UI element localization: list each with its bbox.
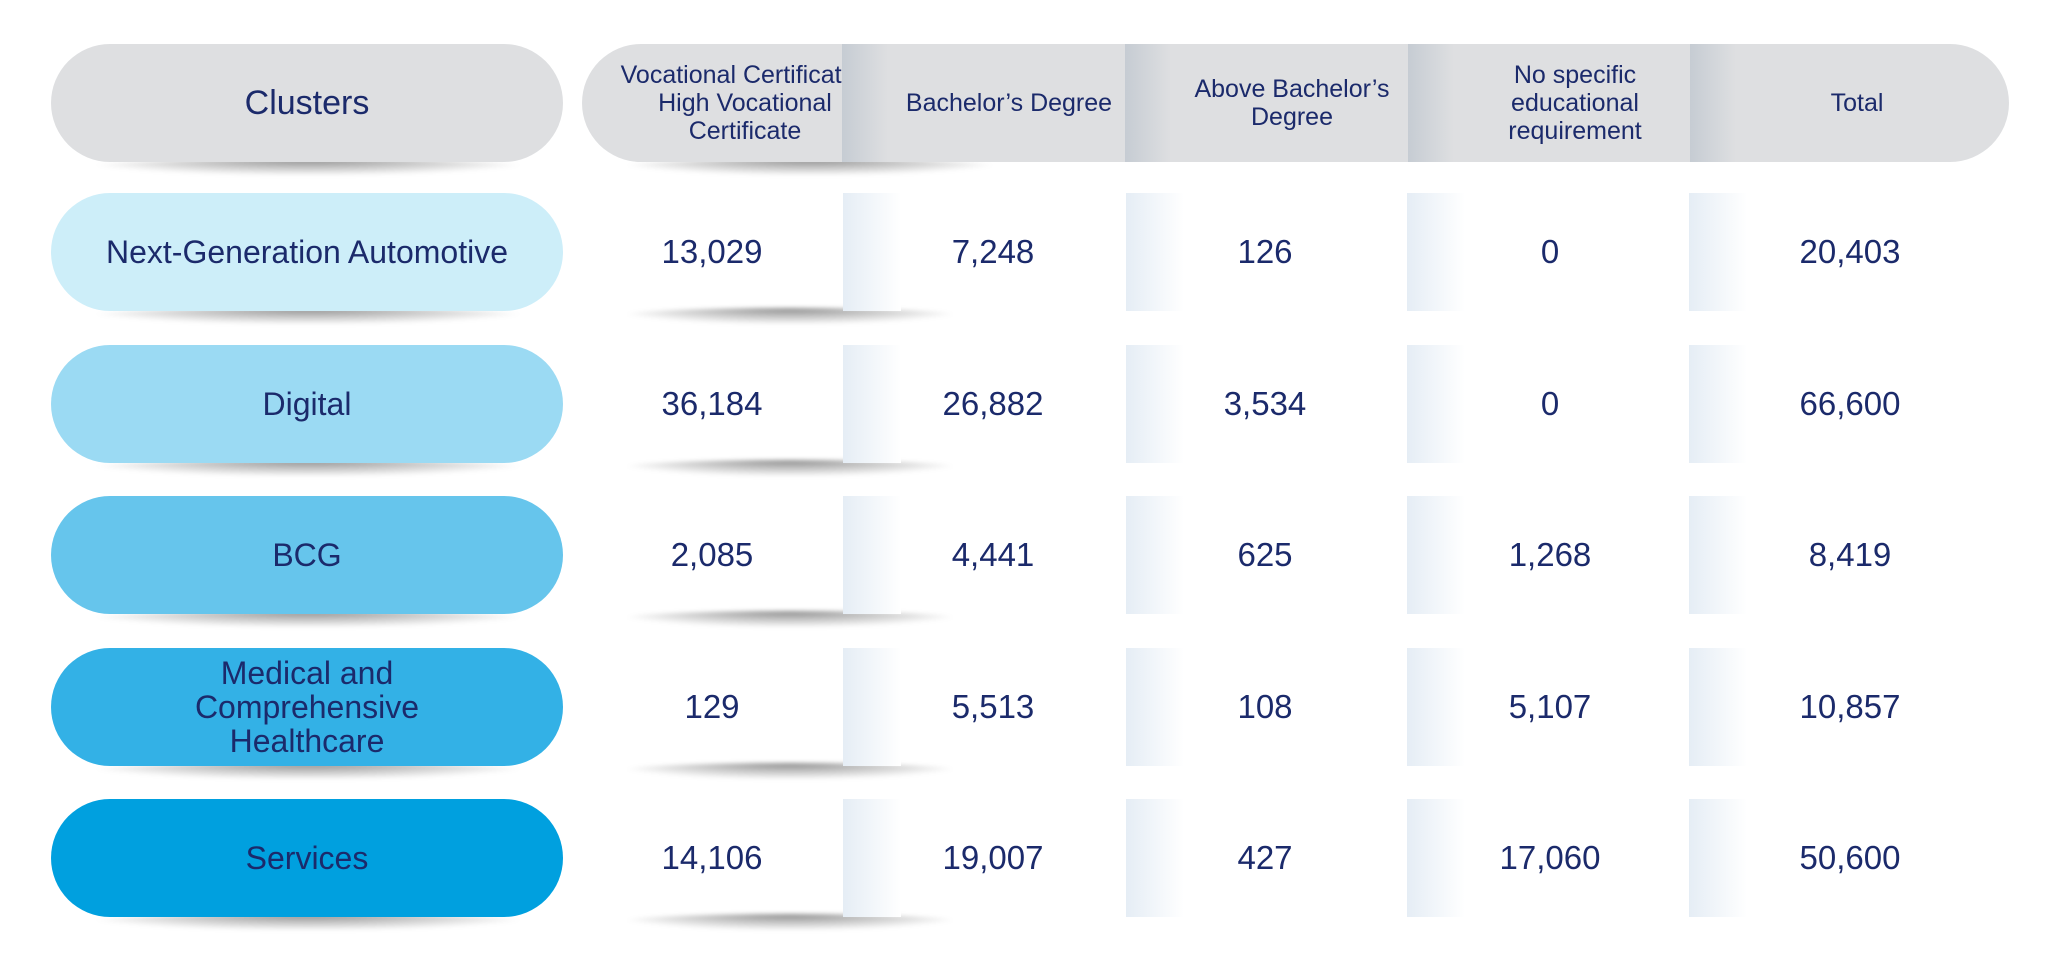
column-header-bachelor: Bachelor’s Degree (905, 89, 1113, 117)
table-cell: 0 (1540, 385, 1560, 422)
table-cell: 625 (1237, 536, 1293, 573)
column-separator (1407, 648, 1465, 766)
column-separator (1407, 799, 1465, 917)
cluster-label: Services (51, 799, 563, 917)
header-separator (1690, 44, 1736, 162)
row-shadow (620, 460, 960, 476)
header-bar: Vocational Certificate / High Vocational… (582, 44, 2009, 162)
table-cell: 5,513 (951, 688, 1035, 725)
column-separator (843, 799, 901, 917)
column-header-above-bachelor: Above Bachelor’s Degree (1194, 75, 1390, 131)
table-cell: 8,419 (1808, 536, 1892, 573)
cluster-shadow (88, 460, 528, 476)
column-separator (843, 496, 901, 614)
table-cell: 10,857 (1799, 688, 1901, 725)
table-cell: 1,268 (1508, 536, 1592, 573)
column-separator (1126, 799, 1184, 917)
table-cell: 126 (1237, 233, 1293, 270)
column-separator (1407, 496, 1465, 614)
header-cluster-shadow (88, 159, 528, 175)
cluster-shadow (88, 763, 528, 779)
cluster-label: Medical and Comprehensive Healthcare (51, 648, 563, 766)
column-separator (1126, 648, 1184, 766)
column-separator (1689, 193, 1747, 311)
table-cell: 26,882 (942, 385, 1044, 422)
table-cell: 13,029 (661, 233, 763, 270)
header-separator (1125, 44, 1171, 162)
column-separator (1126, 193, 1184, 311)
table-cell: 20,403 (1799, 233, 1901, 270)
column-separator (1126, 496, 1184, 614)
column-header-no-requirement: No specific educational requirement (1508, 61, 1642, 145)
column-separator (1126, 345, 1184, 463)
table-cell: 36,184 (661, 385, 763, 422)
table-cell: 5,107 (1508, 688, 1592, 725)
table-cell: 3,534 (1223, 385, 1307, 422)
cluster-label: Next-Generation Automotive (51, 193, 563, 311)
cluster-label: BCG (51, 496, 563, 614)
column-separator (1689, 799, 1747, 917)
row-shadow (620, 611, 960, 627)
table-cell: 129 (684, 688, 740, 725)
column-header-total: Total (1830, 89, 1884, 117)
table-cell: 50,600 (1799, 839, 1901, 876)
cluster-column-header: Clusters (51, 44, 563, 162)
column-header-vocational: Vocational Certificate / High Vocational… (620, 61, 870, 145)
row-shadow (620, 763, 960, 779)
column-separator (843, 345, 901, 463)
column-separator (843, 648, 901, 766)
row-shadow (620, 308, 960, 324)
header-separator (1408, 44, 1454, 162)
column-separator (1407, 345, 1465, 463)
table-cell: 66,600 (1799, 385, 1901, 422)
table-cell: 2,085 (670, 536, 754, 573)
table-cell: 427 (1237, 839, 1293, 876)
row-shadow (620, 914, 960, 930)
table-cell: 4,441 (951, 536, 1035, 573)
table-cell: 17,060 (1499, 839, 1601, 876)
table-cell: 19,007 (942, 839, 1044, 876)
header-bar-shadow (620, 159, 1000, 175)
table-cell: 14,106 (661, 839, 763, 876)
cluster-label: Digital (51, 345, 563, 463)
cluster-shadow (88, 914, 528, 930)
table-cell: 7,248 (951, 233, 1035, 270)
column-separator (1689, 648, 1747, 766)
column-separator (1689, 345, 1747, 463)
cluster-shadow (88, 611, 528, 627)
header-separator (842, 44, 888, 162)
table-cell: 0 (1540, 233, 1560, 270)
column-separator (843, 193, 901, 311)
table-cell: 108 (1237, 688, 1293, 725)
cluster-shadow (88, 308, 528, 324)
column-separator (1689, 496, 1747, 614)
column-separator (1407, 193, 1465, 311)
